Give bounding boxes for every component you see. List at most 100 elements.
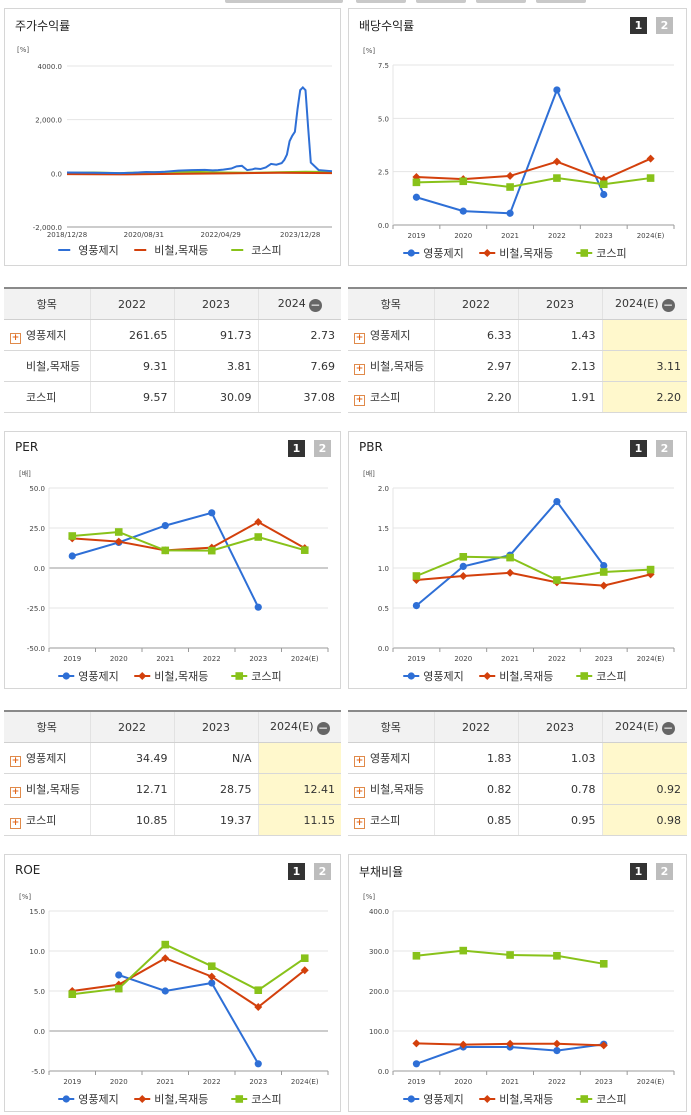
legend-label: 비철,목재등 [154,1093,208,1106]
table-row: 비철,목재등 9.31 3.81 7.69 [4,350,341,382]
expand-plus-icon[interactable]: + [354,786,365,798]
column-header: 2022 [433,287,518,320]
collapse-icon[interactable]: − [661,720,675,735]
page-2-button[interactable]: 2 [314,863,331,880]
legend-marker-1 [138,1095,147,1103]
expand-plus-icon[interactable]: + [354,332,365,344]
page-1-button[interactable]: 1 [630,17,647,34]
row-label-text: 비철,목재등 [370,782,425,796]
row-label-text: 코스피 [26,813,57,827]
x-tick-label: 2020 [454,232,472,240]
table-row: + 영풍제지 6.33 1.43 [348,319,687,351]
x-tick-label: 2022/04/29 [201,231,241,239]
column-header: 2022 [89,710,174,743]
y-tick-label: 0.0 [378,645,389,653]
y-tick-label: 0.0 [378,1068,389,1076]
expand-plus-icon[interactable]: + [354,755,365,767]
table-row: + 영풍제지 261.65 91.73 2.73 [4,319,341,351]
x-tick-label: 2024(E) [291,655,319,663]
column-header-label: 2022 [462,297,490,311]
data-point [459,177,468,186]
row-label: + 코스피 [4,804,90,836]
page-2-button[interactable]: 2 [314,440,331,457]
panel-title: ROE [15,863,41,877]
stock-return-table: 항목 2022 2023 2024− + 영풍제지 261.65 91.73 2.73 비철,목재… [4,287,341,413]
y-tick-label: 400.0 [369,908,389,916]
data-point [506,568,515,577]
collapse-icon[interactable]: − [661,297,675,312]
table-cell: 19.37 [173,804,258,836]
data-point [300,546,309,554]
legend-label: 영풍제지 [423,247,463,260]
row-label-text: 영풍제지 [26,328,67,342]
expand-plus-icon[interactable]: + [10,332,21,344]
unit-label: [%] [17,46,29,54]
row-label-text: 영풍제지 [370,328,411,342]
table-cell: 3.81 [173,350,258,382]
data-point [114,537,123,546]
expand-plus-icon[interactable]: + [10,786,21,798]
expand-plus-icon[interactable]: + [354,817,365,829]
data-point [412,1039,421,1048]
data-point [599,568,608,576]
expand-plus-icon[interactable]: + [354,394,365,406]
page-2-button[interactable]: 2 [656,440,673,457]
expand-plus-icon[interactable]: + [10,817,21,829]
table-cell: 28.75 [173,773,258,805]
data-point [300,966,309,975]
page-1-button[interactable]: 1 [288,440,305,457]
table-cell: 1.83 [433,742,518,774]
data-point [254,986,263,994]
legend-marker-0 [62,1095,70,1103]
unit-label: [%] [19,893,31,901]
x-tick-label: 2019 [63,1078,81,1086]
column-header-label: 항목 [36,721,57,734]
y-tick-label: 5.0 [34,988,45,996]
table-cell: 2.97 [433,350,518,382]
series-line-1 [416,157,651,181]
table-row: + 코스피 0.85 0.95 0.98 [348,804,687,836]
column-header-label: 2022 [118,720,146,734]
data-point [553,86,561,94]
row-label-text: 영풍제지 [370,751,411,765]
column-header: 2023 [173,710,258,743]
table-cell: 9.57 [89,381,174,413]
column-header-label: 2023 [202,720,230,734]
legend-marker-2 [235,672,244,680]
table-cell: 34.49 [89,742,174,774]
expand-plus-icon[interactable]: + [10,755,21,767]
data-point [300,954,309,962]
series-line-0 [416,87,605,215]
x-tick-label: 2023 [249,1078,267,1086]
row-label-text: 비철,목재등 [26,782,81,796]
page-1-button[interactable]: 1 [630,440,647,457]
y-tick-label: 2.5 [378,169,389,177]
row-label-text: 코스피 [26,391,57,404]
page-1-button[interactable]: 1 [630,863,647,880]
data-point [459,572,468,580]
x-tick-label: 2022 [203,1078,221,1086]
unit-label: [%] [363,47,375,55]
data-point [599,180,608,189]
collapse-icon[interactable]: − [308,297,322,312]
series-line-1 [416,571,651,587]
row-label: + 코스피 [348,804,434,836]
y-tick-label: 4000.0 [38,63,63,71]
expand-plus-icon[interactable]: + [354,363,365,375]
data-point [114,528,123,536]
column-header-label: 2024(E) [614,719,659,733]
roe-chart-panel: ROE 1 2 [%] -5.0 0.0 5.0 10.0 15.0 2019 2020 202… [4,854,341,1112]
data-point [506,183,514,191]
y-tick-label: 0.0 [51,170,62,178]
data-point [161,954,170,963]
column-header: 2024(E) − [601,710,687,743]
page-2-button[interactable]: 2 [656,17,673,34]
y-tick-label: 100.0 [369,1028,389,1036]
legend-label: 코스피 [596,247,626,260]
page-1-button[interactable]: 1 [288,863,305,880]
series-line-1 [72,957,306,1009]
unit-label: [%] [363,893,375,901]
page-2-button[interactable]: 2 [656,863,673,880]
data-point [412,952,421,960]
collapse-icon[interactable]: − [316,720,330,735]
